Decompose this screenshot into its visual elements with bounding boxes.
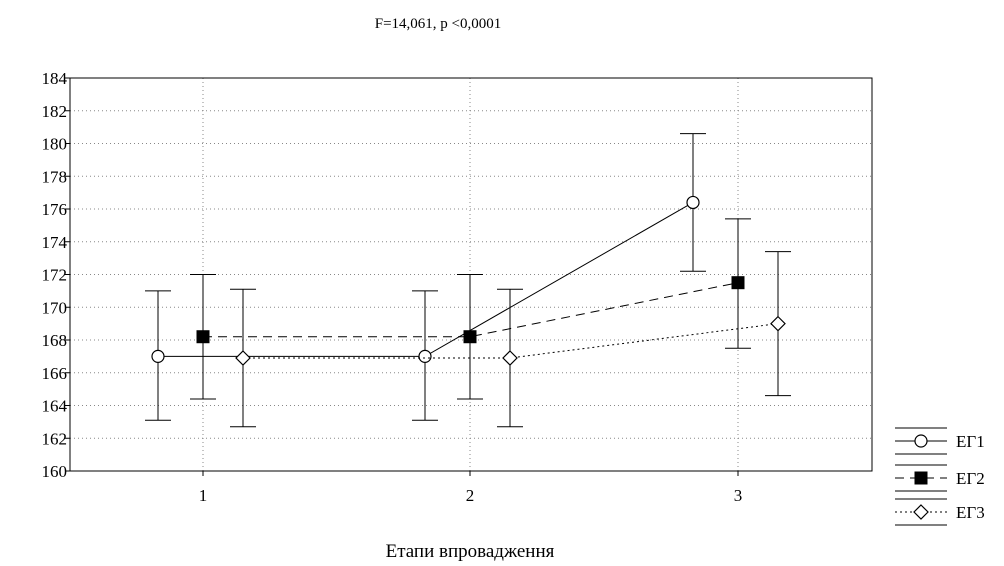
x-axis: 1 2 3	[199, 471, 743, 505]
data-point	[731, 276, 745, 290]
y-tick-label: 170	[42, 298, 68, 317]
y-tick-label: 176	[42, 200, 68, 219]
y-tick-label: 174	[42, 233, 68, 252]
x-tick-label: 1	[199, 486, 208, 505]
y-tick-label: 180	[42, 135, 68, 154]
y-tick-label: 166	[42, 364, 68, 383]
legend-marker	[914, 434, 928, 448]
y-tick-label: 160	[42, 462, 68, 481]
legend-item-1: ЕГ1	[895, 427, 985, 455]
legend-label: ЕГ2	[956, 469, 985, 488]
legend: ЕГ1 ЕГ2 ЕГ3	[895, 427, 985, 526]
y-tick-label: 168	[42, 331, 68, 350]
legend-label: ЕГ3	[956, 503, 985, 522]
legend-marker	[913, 504, 929, 520]
y-tick-label: 184	[42, 69, 68, 88]
y-tick-label: 172	[42, 266, 68, 285]
data-point	[235, 350, 251, 366]
x-tick-label: 3	[734, 486, 743, 505]
series-3	[230, 251, 791, 428]
y-axis: 160 162 164 166 168 170 172 174 176 178 180 182 184	[42, 69, 70, 481]
series-layer	[145, 133, 791, 428]
data-point	[418, 349, 432, 363]
data-point	[502, 350, 518, 366]
x-axis-label: Етапи впровадження	[386, 541, 555, 562]
legend-marker	[914, 471, 928, 485]
legend-symbol	[895, 427, 947, 455]
legend-symbol	[895, 498, 947, 526]
series-1	[145, 133, 706, 421]
y-tick-label: 162	[42, 429, 68, 448]
series-2	[190, 218, 751, 400]
data-point	[196, 330, 210, 344]
legend-symbol	[895, 464, 947, 492]
data-point	[463, 330, 477, 344]
x-tick-label: 2	[466, 486, 475, 505]
data-point	[686, 195, 700, 210]
data-point	[770, 315, 786, 332]
legend-item-3: ЕГ3	[895, 498, 985, 526]
y-tick-label: 178	[42, 167, 68, 186]
legend-item-2: ЕГ2	[895, 464, 985, 492]
legend-label: ЕГ1	[956, 432, 985, 451]
y-tick-label: 164	[42, 397, 68, 416]
data-point	[151, 349, 165, 363]
chart-title: F=14,061, p <0,0001	[375, 16, 502, 32]
y-tick-label: 182	[42, 102, 68, 121]
